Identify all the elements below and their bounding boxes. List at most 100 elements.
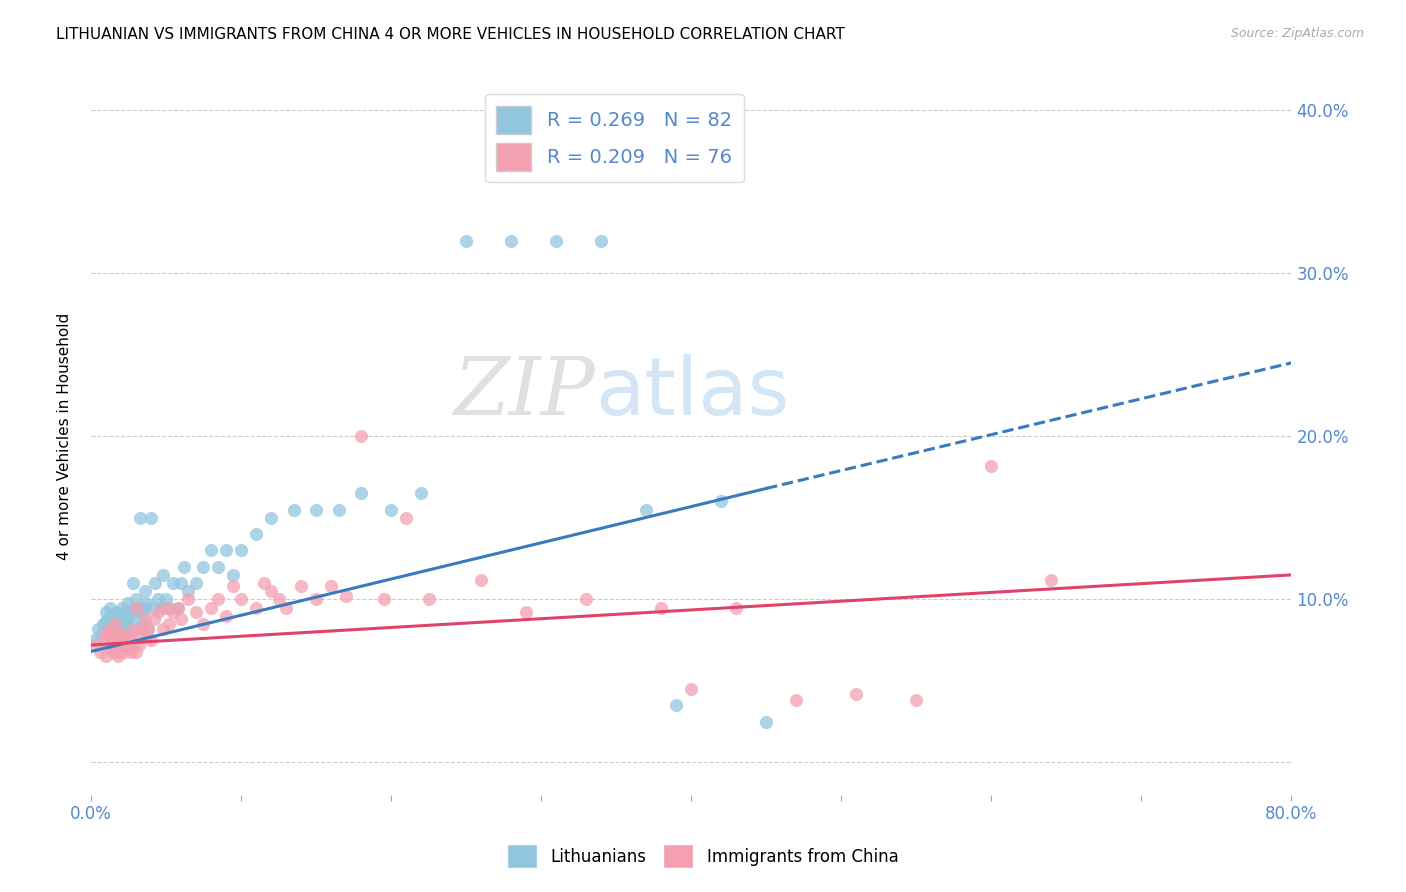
Point	[90, 628, 112, 642]
Point	[170, 576, 193, 591]
Point	[184, 606, 207, 620]
Point	[305, 592, 328, 607]
Point	[139, 510, 162, 524]
Point	[267, 592, 290, 607]
Legend: Lithuanians, Immigrants from China: Lithuanians, Immigrants from China	[501, 838, 905, 875]
Point	[108, 644, 131, 658]
Point	[120, 644, 142, 658]
Point	[110, 638, 132, 652]
Point	[117, 596, 139, 610]
Point	[94, 624, 117, 639]
Point	[122, 600, 145, 615]
Point	[94, 606, 117, 620]
Point	[104, 616, 127, 631]
Point	[681, 681, 703, 696]
Point	[104, 616, 127, 631]
Point	[283, 502, 305, 516]
Point	[117, 633, 139, 648]
Point	[148, 606, 170, 620]
Point	[350, 486, 373, 500]
Point	[104, 626, 127, 640]
Point	[222, 579, 245, 593]
Point	[139, 633, 162, 648]
Text: ZIP: ZIP	[453, 354, 595, 432]
Point	[114, 616, 136, 631]
Point	[89, 644, 111, 658]
Point	[470, 573, 492, 587]
Point	[100, 638, 122, 652]
Point	[229, 543, 252, 558]
Point	[136, 622, 159, 636]
Point	[207, 592, 229, 607]
Point	[87, 622, 110, 636]
Point	[111, 633, 134, 648]
Point	[157, 616, 180, 631]
Point	[229, 592, 252, 607]
Point	[122, 638, 145, 652]
Point	[575, 592, 598, 607]
Point	[94, 624, 117, 639]
Point	[112, 644, 135, 658]
Point	[107, 624, 129, 639]
Point	[155, 600, 177, 615]
Point	[157, 600, 180, 615]
Point	[980, 458, 1002, 473]
Point	[125, 644, 148, 658]
Point	[143, 612, 166, 626]
Point	[105, 641, 128, 656]
Point	[122, 576, 145, 591]
Point	[93, 633, 115, 648]
Point	[107, 628, 129, 642]
Point	[135, 628, 157, 642]
Point	[110, 622, 132, 636]
Point	[143, 600, 166, 615]
Point	[124, 622, 146, 636]
Point	[150, 600, 173, 615]
Point	[162, 606, 184, 620]
Y-axis label: 4 or more Vehicles in Household: 4 or more Vehicles in Household	[58, 312, 72, 560]
Point	[103, 644, 125, 658]
Point	[173, 559, 195, 574]
Point	[290, 579, 312, 593]
Point	[515, 606, 537, 620]
Point	[136, 622, 159, 636]
Point	[134, 600, 156, 615]
Legend: R = 0.269   N = 82, R = 0.209   N = 76: R = 0.269 N = 82, R = 0.209 N = 76	[485, 95, 744, 183]
Point	[328, 502, 350, 516]
Point	[84, 638, 107, 652]
Point	[129, 510, 152, 524]
Point	[97, 628, 120, 642]
Point	[131, 616, 153, 631]
Point	[252, 576, 274, 591]
Text: Source: ZipAtlas.com: Source: ZipAtlas.com	[1230, 27, 1364, 40]
Point	[710, 494, 733, 508]
Point	[112, 612, 135, 626]
Point	[107, 620, 129, 634]
Point	[350, 429, 373, 443]
Point	[128, 638, 150, 652]
Point	[152, 567, 174, 582]
Point	[167, 600, 190, 615]
Point	[665, 698, 688, 713]
Point	[245, 527, 267, 541]
Point	[395, 510, 418, 524]
Point	[129, 628, 152, 642]
Point	[148, 592, 170, 607]
Point	[145, 576, 167, 591]
Point	[418, 592, 440, 607]
Point	[107, 638, 129, 652]
Point	[373, 592, 395, 607]
Point	[1040, 573, 1063, 587]
Point	[114, 628, 136, 642]
Point	[112, 628, 135, 642]
Text: atlas: atlas	[595, 354, 790, 433]
Point	[260, 510, 283, 524]
Point	[305, 502, 328, 516]
Point	[97, 612, 120, 626]
Point	[167, 600, 190, 615]
Point	[335, 589, 357, 603]
Point	[845, 687, 868, 701]
Point	[215, 608, 238, 623]
Point	[128, 600, 150, 615]
Point	[755, 714, 778, 729]
